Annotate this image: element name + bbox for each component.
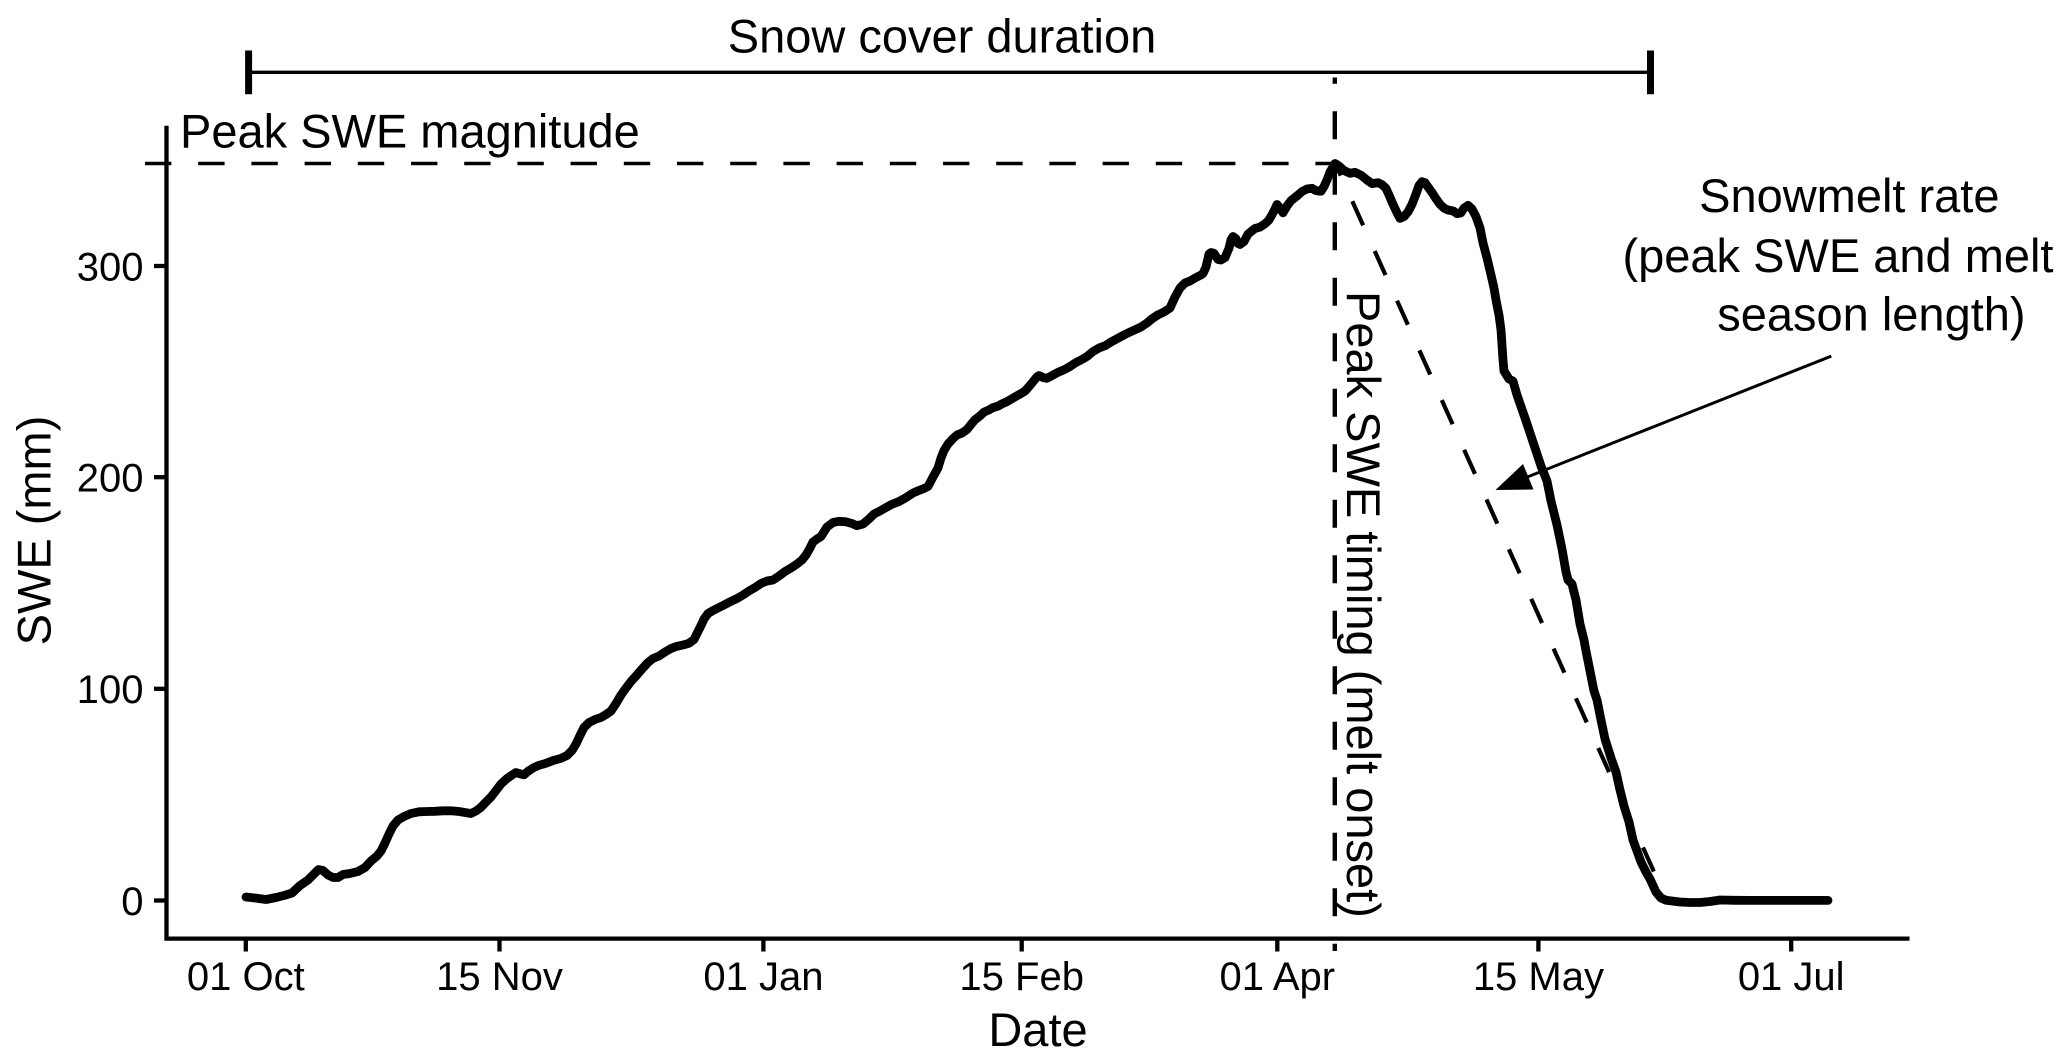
svg-text:01 Jan: 01 Jan [703, 955, 823, 999]
svg-text:01 Oct: 01 Oct [187, 955, 305, 999]
svg-text:(peak SWE and melt: (peak SWE and melt [1622, 229, 2053, 282]
svg-text:100: 100 [77, 668, 144, 712]
svg-text:0: 0 [121, 880, 143, 924]
svg-text:200: 200 [77, 457, 144, 501]
svg-text:15 May: 15 May [1473, 955, 1604, 999]
svg-text:15 Feb: 15 Feb [959, 955, 1084, 999]
svg-text:300: 300 [77, 245, 144, 289]
svg-text:season length): season length) [1717, 287, 2025, 340]
svg-text:Date: Date [988, 1003, 1087, 1056]
svg-text:Peak SWE timing (melt onset): Peak SWE timing (melt onset) [1337, 291, 1390, 918]
svg-text:01 Apr: 01 Apr [1219, 955, 1335, 999]
svg-text:15 Nov: 15 Nov [436, 955, 563, 999]
svg-text:01 Jul: 01 Jul [1738, 955, 1845, 999]
svg-text:Peak SWE magnitude: Peak SWE magnitude [180, 105, 640, 158]
svg-text:Snow cover duration: Snow cover duration [728, 10, 1156, 63]
svg-text:Snowmelt rate: Snowmelt rate [1699, 169, 1999, 222]
svg-text:SWE (mm): SWE (mm) [8, 416, 61, 646]
